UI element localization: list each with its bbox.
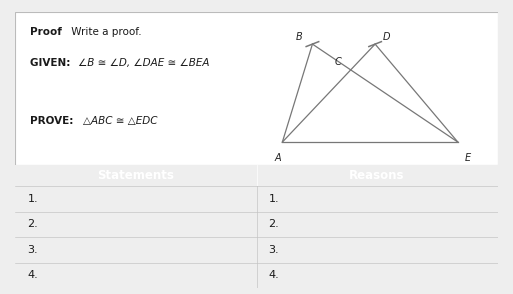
- Text: A: A: [274, 153, 281, 163]
- Text: PROVE:: PROVE:: [30, 116, 77, 126]
- Text: Proof: Proof: [30, 27, 62, 37]
- Text: Statements: Statements: [97, 169, 174, 182]
- Text: Write a proof.: Write a proof.: [68, 27, 142, 37]
- Text: 1.: 1.: [28, 194, 38, 204]
- Text: 1.: 1.: [269, 194, 279, 204]
- Text: 3.: 3.: [269, 245, 279, 255]
- Text: 2.: 2.: [269, 219, 279, 229]
- Text: 2.: 2.: [28, 219, 38, 229]
- Text: Reasons: Reasons: [349, 169, 405, 182]
- Text: E: E: [465, 153, 471, 163]
- Text: GIVEN:: GIVEN:: [30, 58, 74, 68]
- Text: 4.: 4.: [28, 270, 38, 280]
- Text: D: D: [383, 32, 390, 42]
- Text: 3.: 3.: [28, 245, 38, 255]
- Text: 4.: 4.: [269, 270, 279, 280]
- Text: △ABC ≅ △EDC: △ABC ≅ △EDC: [83, 116, 157, 126]
- Text: ∠B ≅ ∠D, ∠DAE ≅ ∠BEA: ∠B ≅ ∠D, ∠DAE ≅ ∠BEA: [78, 58, 210, 68]
- Text: C: C: [335, 57, 342, 67]
- Text: B: B: [295, 32, 302, 42]
